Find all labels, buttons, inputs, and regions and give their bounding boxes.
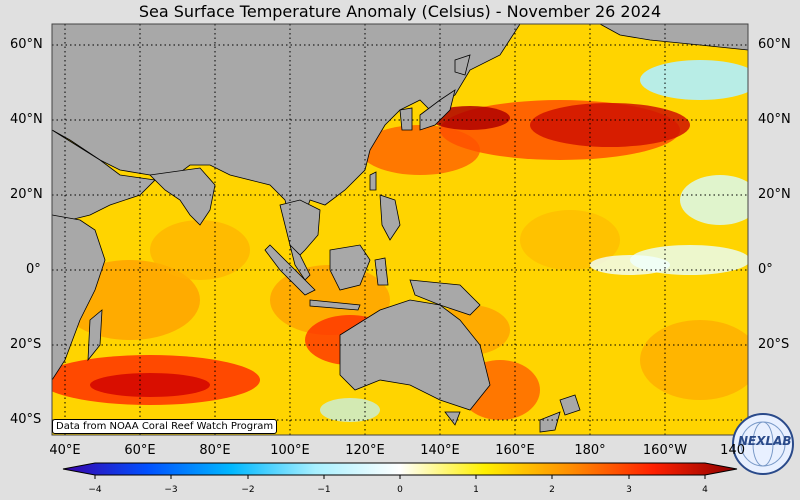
colorbar-tick-label: −4 bbox=[88, 485, 102, 495]
colorbar-tick-label: 0 bbox=[397, 485, 403, 495]
cool-patch bbox=[640, 60, 748, 100]
colorbar-tick-label: 2 bbox=[549, 485, 555, 495]
logo-text: NEXLAB bbox=[738, 434, 792, 448]
lat-label: 40°N bbox=[758, 112, 791, 127]
lon-label: 60°E bbox=[124, 443, 156, 458]
anomaly-patch bbox=[150, 220, 250, 280]
colorbar-tick-label: 3 bbox=[626, 485, 632, 495]
lat-label: 0° bbox=[758, 262, 773, 277]
anomaly-patch bbox=[640, 320, 748, 400]
lon-label: 120°E bbox=[345, 443, 385, 458]
lat-label: 20°S bbox=[758, 337, 790, 352]
lon-label: 160°E bbox=[495, 443, 535, 458]
lon-label: 160°W bbox=[642, 443, 688, 458]
lon-label: 140°E bbox=[420, 443, 460, 458]
lon-label: 80°E bbox=[199, 443, 231, 458]
data-credit: Data from NOAA Coral Reef Watch Program bbox=[52, 419, 278, 434]
anomaly-patch bbox=[520, 210, 620, 270]
colorbar-tick-label: 4 bbox=[702, 485, 708, 495]
anomaly-patch bbox=[530, 103, 690, 147]
lat-label: 0° bbox=[26, 262, 41, 277]
anomaly-patch bbox=[90, 373, 210, 397]
colorbar bbox=[62, 462, 738, 479]
map-frame bbox=[51, 23, 749, 436]
map-area bbox=[52, 24, 748, 435]
nexlab-logo bbox=[732, 413, 794, 475]
colorbar-tick-label: −1 bbox=[317, 485, 331, 495]
colorbar-tick-label: −2 bbox=[241, 485, 255, 495]
lon-label: 140 bbox=[720, 443, 745, 458]
grid bbox=[52, 24, 748, 435]
lat-label: 20°N bbox=[10, 187, 43, 202]
lat-label: 40°N bbox=[10, 112, 43, 127]
cool-patch bbox=[590, 255, 670, 275]
anomaly-patch bbox=[430, 106, 510, 130]
colorbar-tick-label: −3 bbox=[164, 485, 178, 495]
lat-label: 20°S bbox=[10, 337, 42, 352]
lon-label: 180° bbox=[574, 443, 606, 458]
land bbox=[52, 24, 748, 433]
lon-label: 40°E bbox=[49, 443, 81, 458]
lat-label: 60°N bbox=[10, 37, 43, 52]
colorbar-tick-label: 1 bbox=[473, 485, 479, 495]
lat-label: 40°S bbox=[10, 412, 42, 427]
lat-label: 60°N bbox=[758, 37, 791, 52]
cool-patch bbox=[320, 398, 380, 422]
lat-label: 20°N bbox=[758, 187, 791, 202]
map-title: Sea Surface Temperature Anomaly (Celsius… bbox=[138, 2, 662, 21]
cool-patch bbox=[680, 175, 748, 225]
lon-label: 100°E bbox=[270, 443, 310, 458]
